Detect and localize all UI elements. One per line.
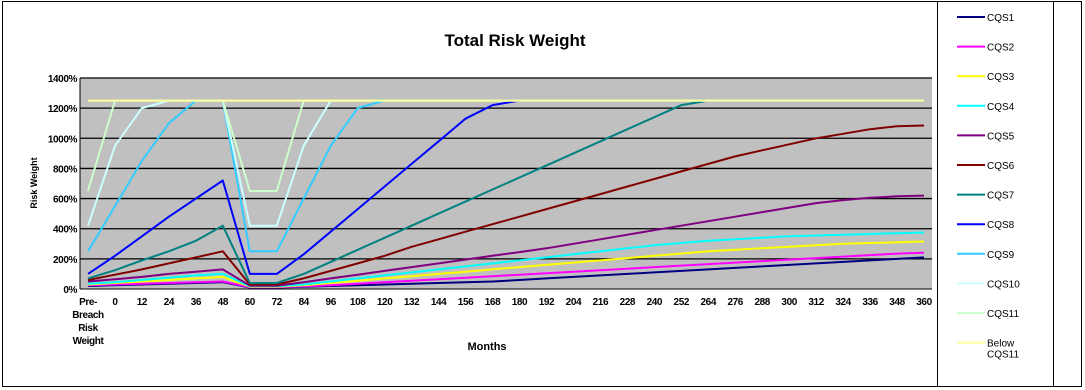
x-tick-label: 312: [808, 297, 824, 308]
legend-entry: CQS5: [957, 131, 1015, 142]
y-tick-label: 1200%: [48, 104, 78, 115]
x-tick-label: 36: [191, 297, 202, 308]
legend-entry: CQS9: [957, 250, 1015, 261]
legend-label: CQS4: [987, 102, 1015, 113]
x-tick-label: 108: [350, 297, 366, 308]
y-tick-label: 1400%: [48, 74, 78, 85]
x-tick-label: 96: [326, 297, 337, 308]
legend-label: CQS7: [987, 191, 1015, 202]
legend-label: CQS6: [987, 161, 1015, 172]
legend-entry: CQS3: [957, 72, 1015, 83]
x-tick-label: 204: [566, 297, 582, 308]
legend-label: CQS1: [987, 13, 1015, 24]
series-lines: [87, 99, 925, 289]
legend-label: CQS5: [987, 131, 1015, 142]
x-axis-label: Months: [467, 341, 506, 353]
x-tick-label: 0: [112, 297, 118, 308]
x-tick-label: 264: [701, 297, 717, 308]
series-line: [87, 194, 925, 287]
x-tick-label: Pre-Breach Risk Weight: [72, 297, 104, 347]
x-tick-label: 12: [137, 297, 148, 308]
legend-entry: CQS4: [957, 102, 1015, 113]
y-axis-label: Risk Weight: [29, 157, 39, 208]
y-tick-label: 400%: [53, 225, 77, 236]
gridlines: [79, 77, 932, 290]
legend-entry: CQS1: [957, 13, 1015, 24]
x-tick-label: 132: [404, 297, 420, 308]
legend-label: Below CQS11: [987, 339, 1019, 361]
x-axis-ticks: Pre-Breach Risk Weight 0 12 24 36 48 60 72 84 96 108…: [72, 297, 933, 347]
series-line: [87, 240, 925, 288]
series-line: [87, 251, 925, 289]
x-tick-label: 360: [916, 297, 932, 308]
x-tick-label: 168: [485, 297, 501, 308]
y-axis-ticks: 0% 200% 400% 600% 800% 1000% 1200% 1400%: [48, 74, 78, 296]
legend-entry: CQS8: [957, 220, 1015, 231]
legend-entry: CQS11: [957, 309, 1019, 320]
x-tick-label: 228: [620, 297, 636, 308]
legend-divider-left: [937, 1, 938, 387]
legend-entry: CQS10: [957, 279, 1020, 290]
legend-label: CQS8: [987, 220, 1015, 231]
legend-label: CQS10: [987, 279, 1020, 290]
legend-entry: CQS2: [957, 43, 1015, 54]
x-tick-label: 60: [245, 297, 256, 308]
legend-label: CQS2: [987, 43, 1015, 54]
legend: CQS1 CQS2 CQS3 CQS4 CQS5 CQS6 CQS7 CQS8 CQS9 CQS1…: [957, 13, 1020, 361]
x-tick-label: 120: [377, 297, 393, 308]
legend-divider-right: [1053, 1, 1054, 387]
y-tick-label: 800%: [53, 164, 77, 175]
x-tick-label: 156: [458, 297, 474, 308]
x-tick-label: 144: [431, 297, 447, 308]
series-line: [87, 124, 925, 286]
x-tick-label: 84: [299, 297, 310, 308]
y-tick-label: 600%: [53, 195, 77, 206]
x-tick-label: 180: [512, 297, 528, 308]
x-tick-label: 72: [272, 297, 283, 308]
y-tick-label: 200%: [53, 255, 77, 266]
x-tick-label: 288: [754, 297, 770, 308]
x-tick-label: 48: [218, 297, 229, 308]
chart-title: Total Risk Weight: [444, 31, 585, 50]
legend-entry: Below CQS11: [957, 339, 1019, 361]
legend-entry: CQS7: [957, 191, 1015, 202]
x-tick-label: 216: [593, 297, 609, 308]
x-tick-label: 24: [164, 297, 175, 308]
x-tick-label: 324: [835, 297, 851, 308]
y-tick-label: 0%: [63, 285, 77, 296]
legend-label: CQS9: [987, 250, 1015, 261]
legend-entry: CQS6: [957, 161, 1015, 172]
x-tick-label: 240: [647, 297, 663, 308]
x-tick-label: 252: [674, 297, 690, 308]
y-tick-label: 1000%: [48, 134, 78, 145]
legend-label: CQS3: [987, 72, 1015, 83]
x-tick-label: 300: [781, 297, 797, 308]
x-tick-label: 192: [539, 297, 555, 308]
x-tick-label: 276: [727, 297, 743, 308]
series-line: [87, 231, 925, 288]
x-tick-label: 336: [862, 297, 878, 308]
legend-label: CQS11: [987, 309, 1019, 320]
x-tick-label: 348: [889, 297, 905, 308]
